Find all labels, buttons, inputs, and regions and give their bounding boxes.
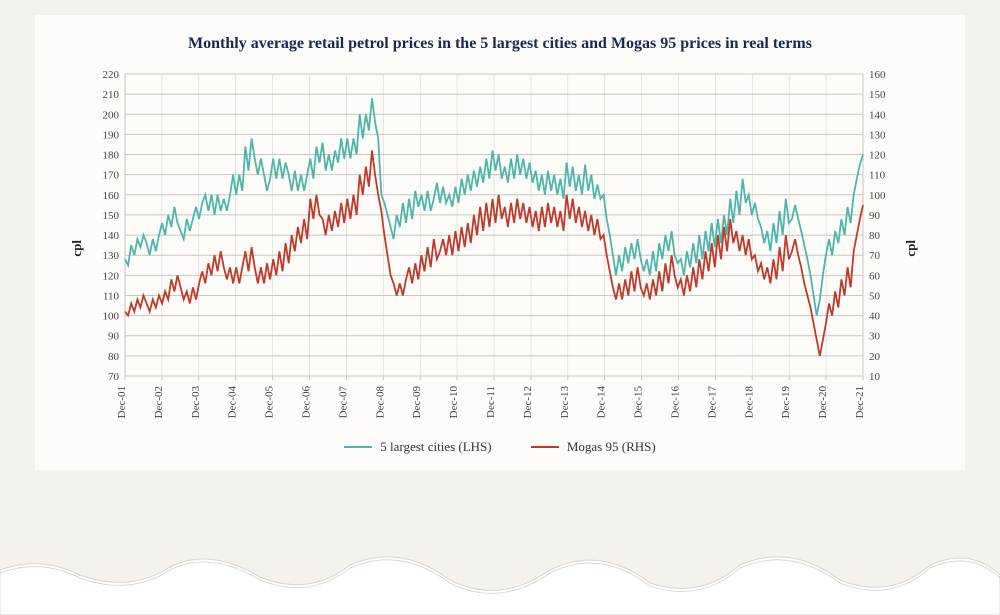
svg-text:140: 140	[103, 230, 120, 242]
torn-paper-decoration	[0, 535, 1000, 615]
svg-text:120: 120	[869, 150, 886, 162]
svg-text:130: 130	[869, 129, 886, 141]
svg-text:Dec-07: Dec-07	[337, 386, 349, 419]
svg-text:100: 100	[869, 190, 886, 202]
svg-text:90: 90	[869, 210, 881, 222]
svg-text:Dec-11: Dec-11	[485, 386, 497, 418]
svg-text:10: 10	[869, 371, 881, 383]
svg-text:80: 80	[869, 230, 881, 242]
svg-text:130: 130	[103, 250, 120, 262]
svg-text:Dec-04: Dec-04	[227, 386, 239, 419]
legend-item-cities: 5 largest cities (LHS)	[344, 439, 491, 455]
svg-text:Dec-02: Dec-02	[153, 386, 165, 418]
svg-text:110: 110	[869, 170, 886, 182]
svg-text:Dec-01: Dec-01	[116, 386, 128, 418]
legend-item-mogas: Mogas 95 (RHS)	[531, 439, 656, 455]
svg-text:Dec-10: Dec-10	[448, 386, 460, 419]
svg-text:60: 60	[869, 270, 881, 282]
svg-text:80: 80	[108, 351, 120, 363]
legend-label: Mogas 95 (RHS)	[567, 439, 656, 455]
chart-container: Monthly average retail petrol prices in …	[35, 15, 965, 470]
legend-swatch-icon	[531, 446, 559, 449]
svg-text:30: 30	[869, 331, 881, 343]
svg-text:Dec-05: Dec-05	[264, 386, 276, 419]
svg-text:Dec-03: Dec-03	[190, 386, 202, 419]
line-chart-svg: 70 80 90 100 110 120 130 140 150 160 170 180 190 200 2…	[89, 68, 899, 428]
svg-text:Dec-06: Dec-06	[301, 386, 313, 419]
svg-text:Dec-08: Dec-08	[374, 386, 386, 419]
svg-text:Dec-14: Dec-14	[596, 386, 608, 419]
svg-text:140: 140	[869, 109, 886, 121]
svg-text:Dec-21: Dec-21	[854, 386, 866, 418]
svg-text:Dec-18: Dec-18	[743, 386, 755, 419]
svg-text:Dec-13: Dec-13	[559, 386, 571, 419]
svg-text:160: 160	[869, 69, 886, 81]
svg-text:Dec-12: Dec-12	[522, 386, 534, 418]
svg-text:190: 190	[103, 129, 120, 141]
svg-text:110: 110	[103, 290, 120, 302]
svg-text:Dec-15: Dec-15	[633, 386, 645, 419]
svg-text:200: 200	[103, 109, 120, 121]
svg-text:180: 180	[103, 150, 120, 162]
svg-text:70: 70	[869, 250, 881, 262]
svg-text:70: 70	[108, 371, 120, 383]
svg-text:150: 150	[103, 210, 120, 222]
svg-text:160: 160	[103, 190, 120, 202]
svg-text:100: 100	[103, 311, 120, 323]
svg-text:210: 210	[103, 89, 120, 101]
y-left-label: cpl	[65, 240, 89, 257]
svg-text:Dec-09: Dec-09	[411, 386, 423, 419]
legend-label: 5 largest cities (LHS)	[380, 439, 491, 455]
svg-text:20: 20	[869, 351, 881, 363]
svg-text:Dec-16: Dec-16	[670, 386, 682, 419]
svg-text:Dec-20: Dec-20	[817, 386, 829, 419]
plot-area: cpl 70 80 90 100 110 120 130 140 150 160 170 180 190…	[65, 68, 935, 428]
legend-swatch-icon	[344, 446, 372, 449]
y-right-label: cpl	[899, 240, 923, 257]
svg-text:220: 220	[103, 69, 120, 81]
svg-text:120: 120	[103, 270, 120, 282]
legend: 5 largest cities (LHS) Mogas 95 (RHS)	[65, 428, 935, 455]
svg-text:150: 150	[869, 89, 886, 101]
svg-text:Dec-17: Dec-17	[706, 386, 718, 419]
chart-title: Monthly average retail petrol prices in …	[65, 35, 935, 53]
svg-text:50: 50	[869, 290, 881, 302]
svg-text:90: 90	[108, 331, 120, 343]
svg-text:40: 40	[869, 311, 881, 323]
svg-text:170: 170	[103, 170, 120, 182]
svg-text:Dec-19: Dec-19	[780, 386, 792, 419]
